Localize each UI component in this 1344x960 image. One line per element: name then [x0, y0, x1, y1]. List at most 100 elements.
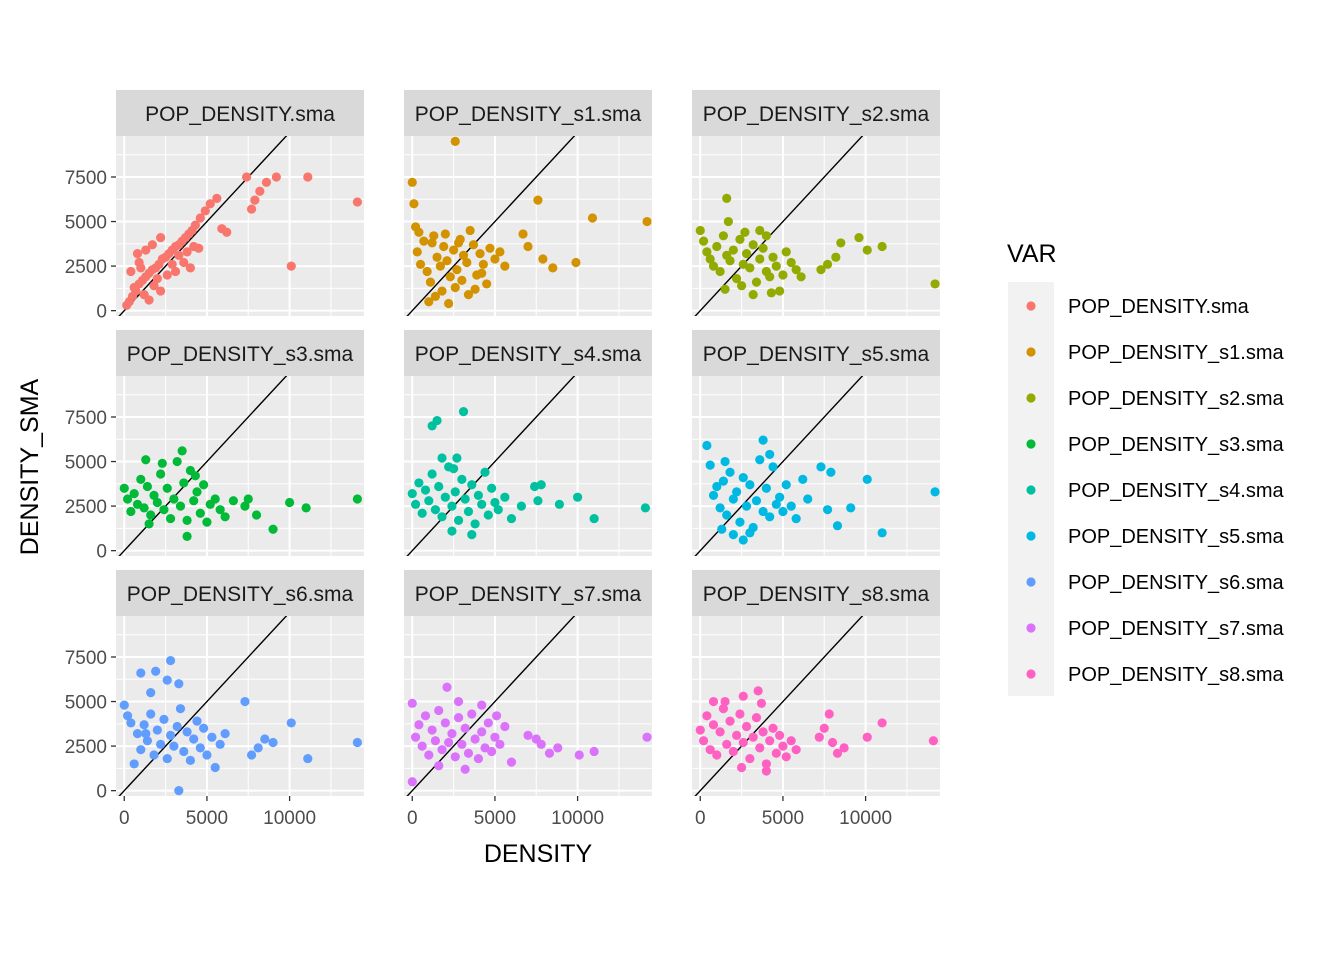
data-point [146, 688, 156, 698]
data-point [640, 503, 650, 513]
data-point [478, 259, 488, 269]
data-point [430, 736, 441, 746]
legend-key [1026, 577, 1036, 587]
legend-item: POP_DENSITY_s4.sma [1026, 480, 1285, 502]
data-point [822, 505, 833, 515]
data-point [722, 510, 732, 520]
data-point [414, 720, 424, 730]
facet-strip-label: POP_DENSITY_s3.sma [127, 343, 354, 366]
identity-line [406, 376, 576, 556]
data-point [705, 460, 715, 470]
data-point [156, 232, 166, 243]
data-point [440, 718, 450, 728]
panel-background [404, 616, 652, 796]
facet-strip-label: POP_DENSITY_s8.sma [703, 583, 930, 606]
data-point [422, 266, 432, 277]
data-point [146, 709, 156, 719]
data-point [200, 206, 210, 216]
data-point [533, 195, 543, 205]
facet-strip-label: POP_DENSITY_s1.sma [415, 103, 642, 126]
y-tick-label: 5000 [65, 693, 107, 714]
data-point [775, 730, 785, 741]
data-point [194, 243, 204, 253]
data-point [146, 510, 156, 520]
data-point [450, 136, 460, 146]
data-point [786, 501, 796, 511]
legend-label: POP_DENSITY_s7.sma [1068, 618, 1285, 640]
data-point [477, 499, 487, 509]
panel-background [692, 616, 940, 796]
data-point [432, 252, 442, 262]
data-point [427, 238, 437, 248]
data-point [156, 739, 166, 749]
data-point [755, 254, 765, 264]
x-tick-label: 10000 [839, 808, 892, 829]
data-point [826, 467, 836, 477]
facet-panel: POP_DENSITY_s5.sma [692, 330, 940, 556]
panel-background [404, 136, 652, 316]
data-point [708, 261, 719, 271]
data-point [424, 297, 434, 307]
data-point [177, 446, 187, 456]
legend-item: POP_DENSITY_s8.sma [1026, 664, 1285, 686]
y-tick-label: 0 [96, 782, 107, 803]
y-tick-label: 5000 [65, 213, 107, 234]
data-point [493, 505, 503, 515]
data-point [745, 480, 755, 490]
data-point [831, 252, 841, 262]
data-point [698, 736, 709, 746]
data-point [516, 501, 526, 511]
data-point [765, 272, 775, 282]
data-point [745, 753, 755, 764]
facet-panel: POP_DENSITY_s8.sma 0 5000 10000 [692, 570, 940, 829]
data-point [261, 177, 272, 187]
data-point [420, 711, 431, 721]
data-point [717, 524, 727, 534]
data-point [260, 734, 270, 744]
data-point [352, 494, 362, 504]
data-point [167, 259, 177, 269]
data-point [242, 172, 252, 182]
data-point [190, 220, 200, 230]
facet-strip [116, 570, 364, 616]
data-point [119, 700, 129, 710]
data-point [460, 764, 470, 774]
data-point [500, 721, 510, 732]
data-point [761, 231, 772, 241]
data-point [175, 501, 186, 511]
data-point [720, 284, 730, 294]
data-point [748, 240, 758, 250]
data-point [189, 734, 199, 744]
facet-strip [692, 90, 940, 136]
data-point [761, 766, 772, 776]
data-point [477, 727, 487, 737]
data-point [195, 508, 205, 518]
data-point [741, 721, 752, 732]
data-point [538, 254, 548, 264]
legend-key [1026, 531, 1036, 541]
legend-label: POP_DENSITY.sma [1068, 296, 1250, 318]
data-point [440, 492, 450, 502]
data-point [199, 723, 209, 733]
data-point [450, 282, 460, 293]
facet-strip-label: POP_DENSITY_s7.sma [415, 583, 642, 606]
data-point [132, 729, 143, 739]
data-point [761, 759, 772, 769]
data-point [738, 472, 748, 483]
data-point [740, 227, 750, 237]
y-tick-label: 2500 [65, 497, 107, 518]
data-point [460, 723, 470, 733]
data-point [761, 483, 772, 493]
data-point [152, 725, 162, 735]
data-point [437, 286, 447, 296]
data-point [533, 496, 543, 506]
data-point [458, 407, 469, 417]
data-point [751, 277, 762, 287]
data-point [506, 757, 517, 767]
data-point [819, 723, 829, 733]
data-point [159, 505, 169, 515]
data-point [151, 666, 161, 676]
data-point [156, 286, 166, 296]
data-point [202, 517, 212, 527]
data-point [735, 709, 745, 719]
